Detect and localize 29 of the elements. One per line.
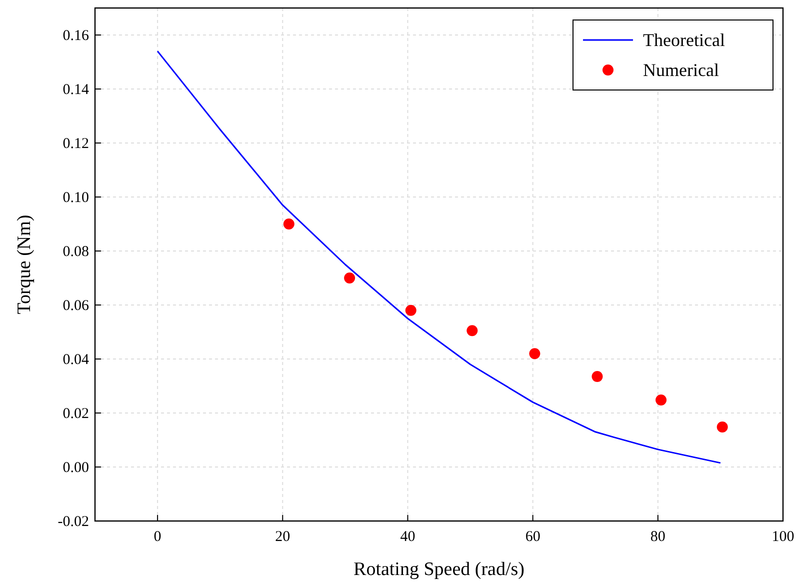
y-tick-label: 0.16 (62, 28, 90, 44)
line-series (156, 50, 722, 464)
y-tick-label: 0.00 (62, 460, 89, 476)
y-tick-label: 0.12 (62, 136, 89, 152)
x-tick-label: 100 (772, 529, 794, 545)
point (283, 218, 294, 230)
legend-label: Numerical (643, 60, 719, 80)
x-axis-title: Rotating Speed (rad/s) (354, 559, 524, 580)
point (716, 422, 728, 433)
x-tick-label: 60 (525, 529, 540, 545)
y-axis-title: Torque (Nm) (14, 214, 35, 314)
x-tick-label: 0 (154, 529, 162, 545)
point (405, 304, 416, 316)
y-tick-label: 0.04 (62, 352, 90, 368)
y-tick-label: 0.10 (62, 190, 89, 206)
point (592, 371, 603, 382)
y-tick-label: 0.02 (62, 406, 89, 422)
x-tick-label: 40 (400, 529, 416, 545)
x-tick-label: 20 (275, 529, 290, 545)
point (656, 394, 667, 406)
y-tick-label: 0.08 (62, 244, 89, 260)
y-tick-label: -0.02 (58, 514, 89, 530)
x-tick-label: 80 (650, 529, 666, 545)
legend-label: Theoretical (643, 30, 725, 50)
point (344, 272, 356, 284)
y-tick-label: 0.06 (62, 298, 90, 314)
y-tick-label: 0.14 (62, 82, 90, 98)
point (529, 348, 540, 360)
point (466, 325, 478, 336)
